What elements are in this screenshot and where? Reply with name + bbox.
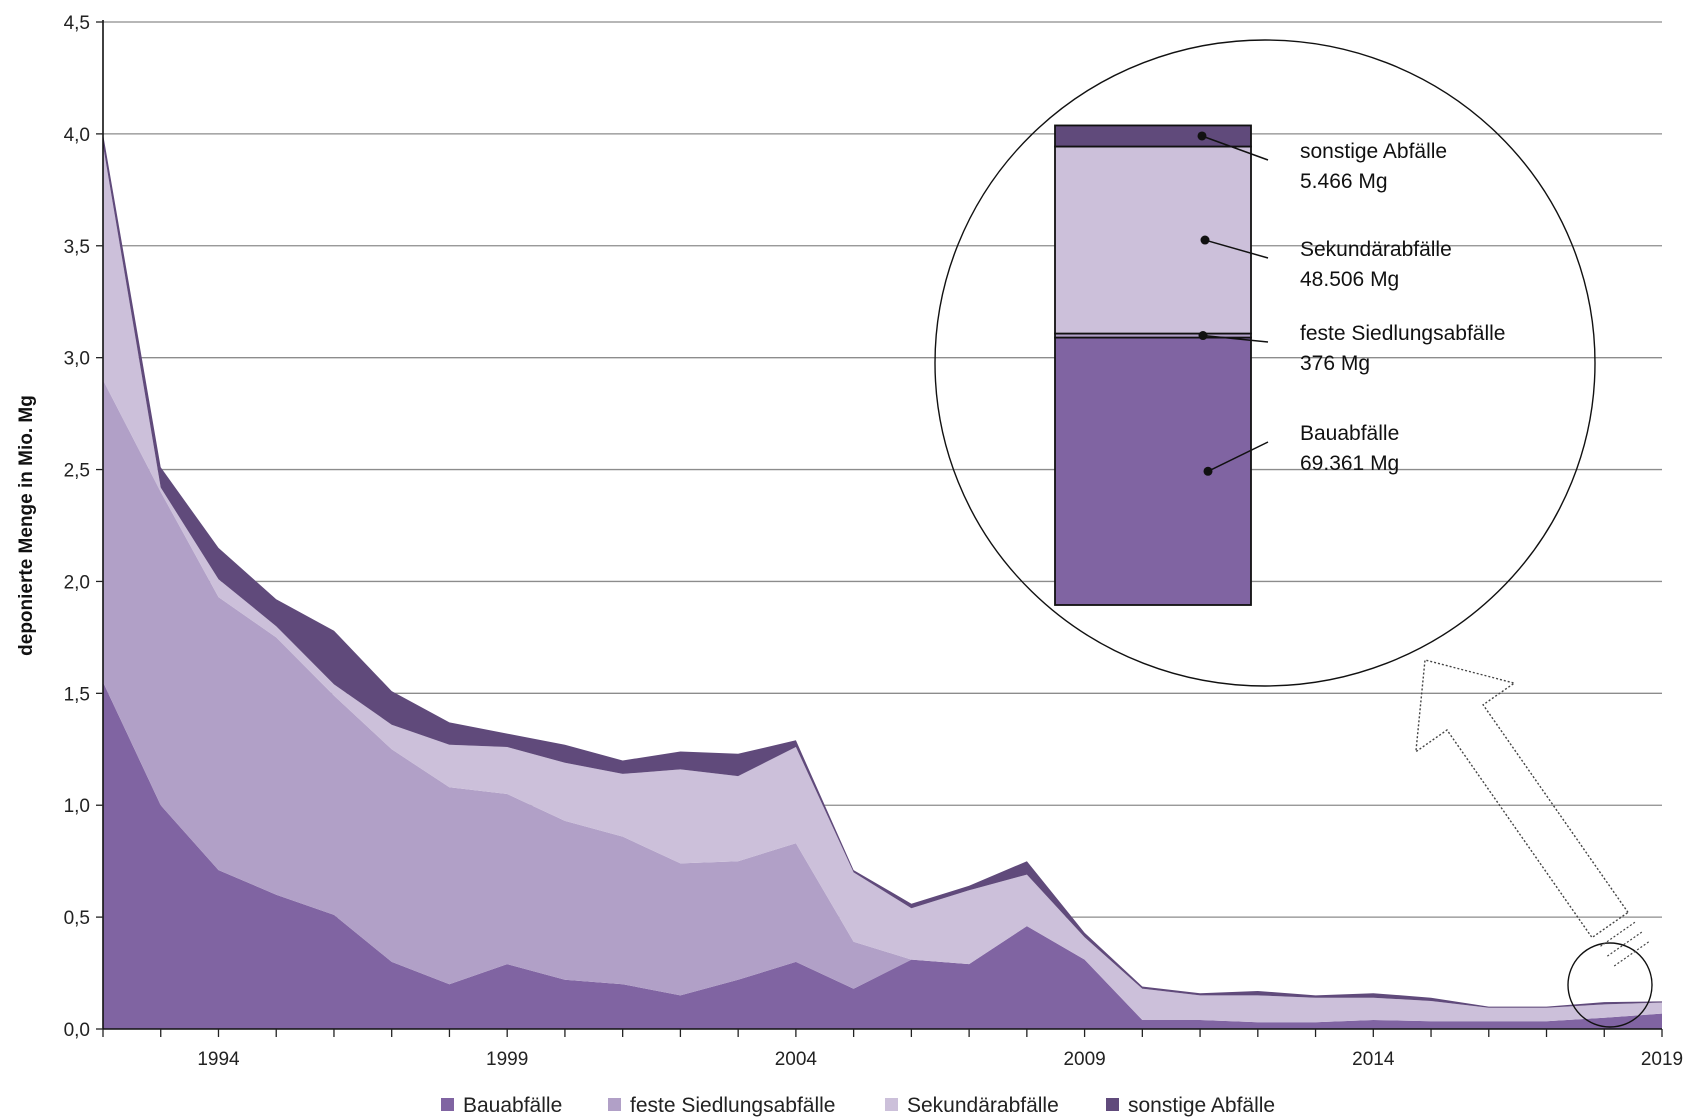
y-tick-label: 1,5 (64, 684, 90, 705)
zoom-arrow-outline (1415, 659, 1629, 939)
zoom-arrow-stripe (1605, 931, 1643, 958)
zoom-arrow-stripe (1598, 921, 1636, 948)
legend-label: Bauabfälle (463, 1094, 562, 1117)
legend-label: sonstige Abfälle (1128, 1094, 1275, 1117)
y-tick-label: 4,0 (64, 125, 90, 146)
y-tick-label: 3,0 (64, 349, 90, 370)
large-zoom-circle (934, 39, 1596, 687)
zoom-arrow-stripe (1612, 941, 1649, 968)
inset-label-name: feste Siedlungsabfälle (1300, 322, 1505, 345)
area-series-0 (103, 682, 1662, 1029)
inset-leader-line (1202, 334, 1269, 343)
inset-label-value: 376 Mg (1300, 352, 1370, 375)
inset-leader-line (1204, 239, 1269, 259)
y-axis-ticks: 0,0 0,5 1,0 1,5 2,0 2,5 3,0 3,5 4,0 4,5 (64, 13, 103, 1041)
inset-leader-line (1207, 441, 1269, 472)
axes (102, 20, 1662, 1030)
inset-label-name: sonstige Abfälle (1300, 140, 1447, 163)
legend: Bauabfälle feste Siedlungsabfälle Sekundär… (441, 1094, 1275, 1117)
legend-swatch (1106, 1098, 1119, 1111)
x-tick-label: 2019 (1641, 1049, 1683, 1070)
plot-areas (103, 133, 1662, 1029)
legend-label: Sekundärabfälle (907, 1094, 1059, 1117)
inset-bar-segment (1054, 124, 1252, 148)
inset-label-value: 48.506 Mg (1300, 268, 1399, 291)
area-series-1 (103, 380, 1662, 1023)
inset-magnifier: sonstige Abfälle 5.466 Mg Sekundärabfälle 4… (934, 39, 1653, 1028)
inset-label-name: Bauabfälle (1300, 422, 1399, 445)
x-tick-label: 1994 (197, 1049, 240, 1070)
legend-swatch (608, 1098, 621, 1111)
y-tick-label: 0,5 (64, 908, 90, 929)
y-tick-label: 3,5 (64, 237, 90, 258)
y-tick-label: 1,0 (64, 796, 90, 817)
x-tick-label: 2014 (1352, 1049, 1395, 1070)
legend-swatch (885, 1098, 898, 1111)
inset-bar-segment (1054, 336, 1252, 606)
x-tick-label: 2004 (775, 1049, 818, 1070)
inset-leader-line (1201, 135, 1269, 161)
zoom-arrow (1415, 659, 1649, 968)
legend-swatch (441, 1098, 454, 1111)
x-tick-label: 2009 (1063, 1049, 1105, 1070)
y-axis-label: deponierte Menge in Mio. Mg (16, 395, 37, 656)
inset-label-value: 5.466 Mg (1300, 170, 1388, 193)
y-tick-label: 0,0 (64, 1020, 90, 1041)
small-zoom-circle (1567, 942, 1653, 1028)
inset-label-value: 69.361 Mg (1300, 452, 1399, 475)
inset-bar-segment (1054, 145, 1252, 335)
x-tick-label: 1999 (486, 1049, 528, 1070)
x-axis-ticks: 1994 1999 2004 2009 2014 2019 (102, 1029, 1683, 1070)
y-tick-label: 2,5 (64, 461, 90, 482)
y-tick-label: 4,5 (64, 13, 90, 34)
y-tick-label: 2,0 (64, 572, 90, 593)
inset-label-name: Sekundärabfälle (1300, 238, 1452, 261)
legend-label: feste Siedlungsabfälle (630, 1094, 835, 1117)
